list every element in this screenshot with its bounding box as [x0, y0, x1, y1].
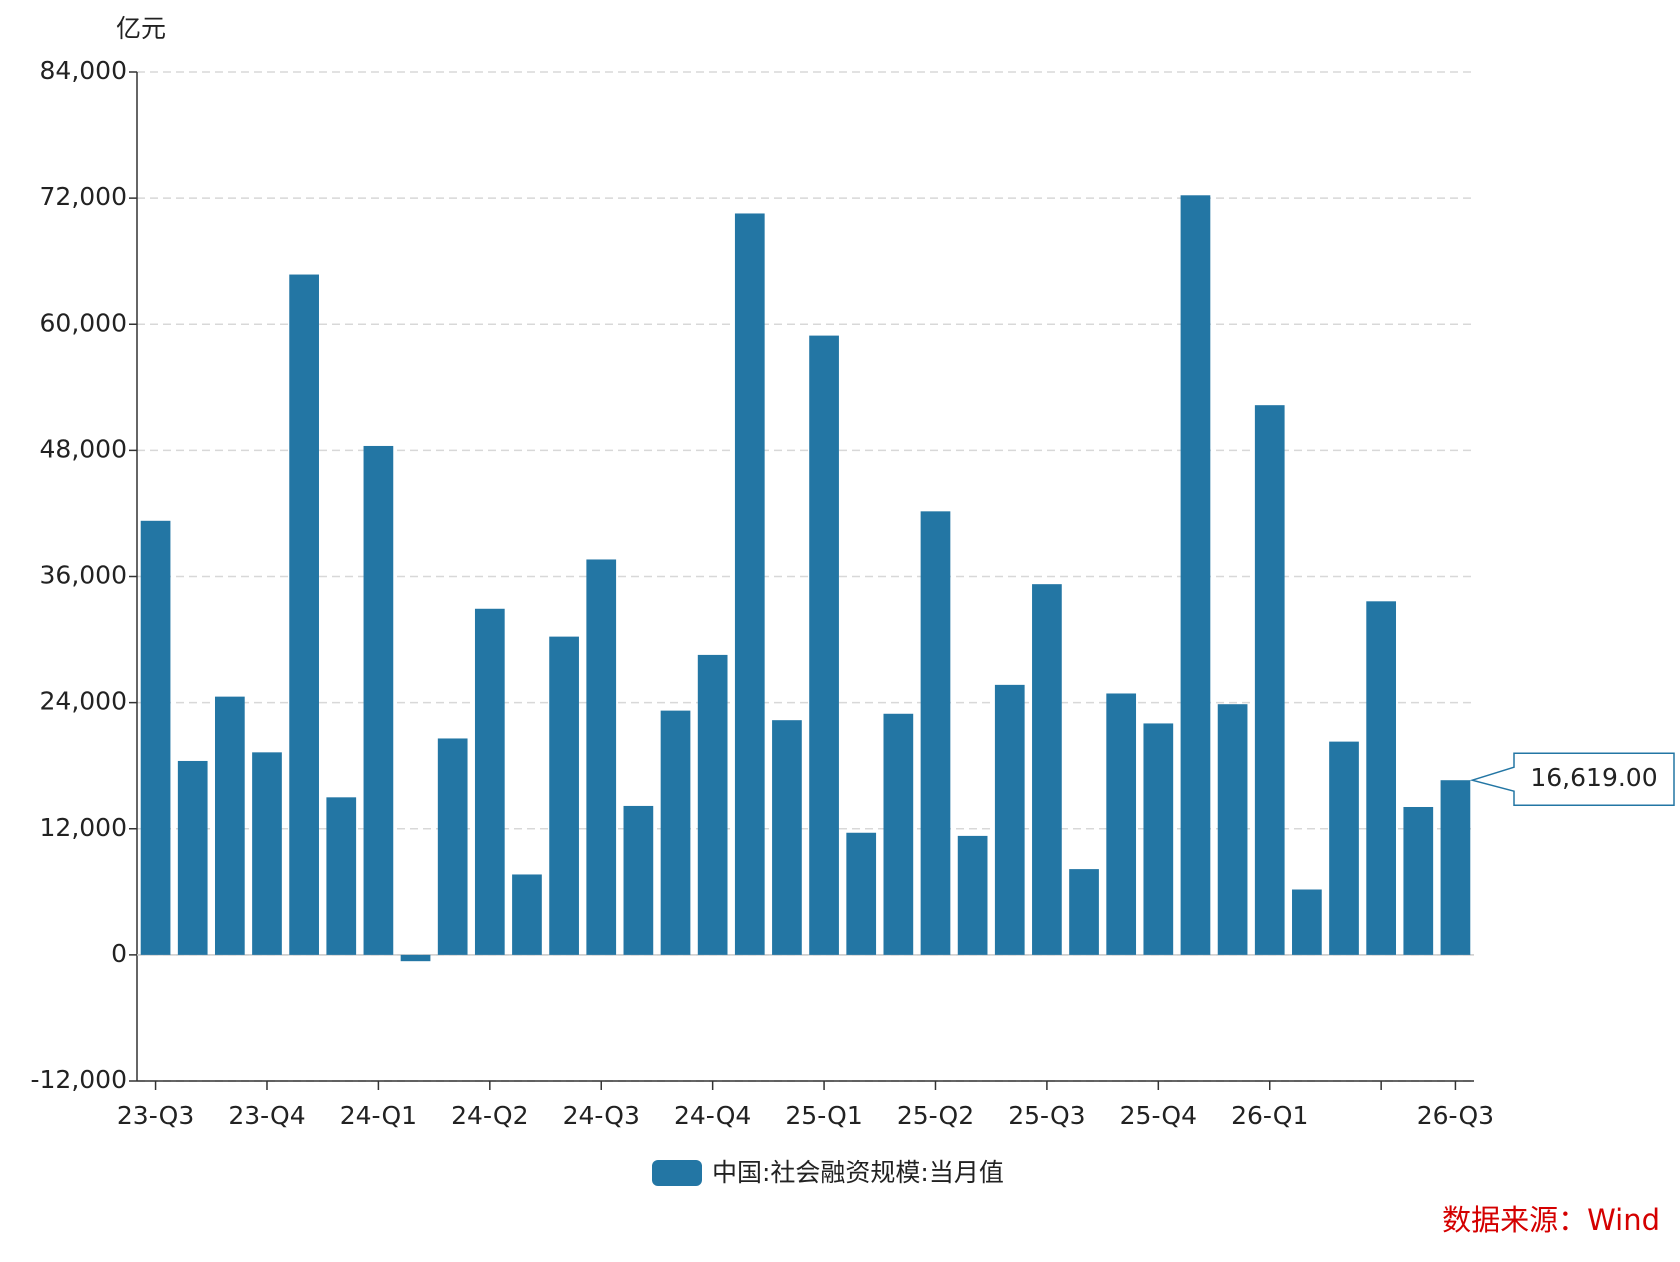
bar	[1292, 889, 1322, 955]
callout-box	[1469, 752, 1675, 806]
x-tick-label: 25-Q3	[1008, 1101, 1085, 1130]
bar	[1032, 584, 1062, 955]
bar	[1403, 806, 1434, 955]
bar	[1069, 869, 1099, 955]
bar	[920, 511, 951, 955]
bar	[214, 696, 245, 955]
y-tick-label: 72,000	[40, 182, 127, 211]
y-tick-label: 84,000	[40, 56, 127, 85]
y-tick-label: -12,000	[31, 1065, 128, 1094]
x-tick-label: 25-Q4	[1120, 1101, 1197, 1130]
bar	[957, 835, 988, 955]
bar	[363, 445, 394, 955]
bar	[846, 832, 877, 955]
bar	[1329, 741, 1359, 955]
bar	[289, 274, 319, 955]
x-tick-label: 26-Q1	[1231, 1101, 1308, 1130]
x-tick-label: 24-Q2	[451, 1101, 528, 1130]
bar	[437, 738, 468, 955]
bar	[586, 559, 617, 955]
legend-swatch	[652, 1160, 702, 1186]
bar	[1440, 780, 1471, 955]
y-tick-label: 0	[111, 939, 127, 968]
y-tick-label: 60,000	[40, 308, 127, 337]
bar	[809, 335, 839, 955]
bar	[326, 797, 357, 955]
bar	[623, 805, 654, 955]
bar	[697, 654, 728, 955]
bar	[1143, 723, 1174, 955]
x-tick-label: 26-Q3	[1417, 1101, 1494, 1130]
legend-label: 中国:社会融资规模:当月值	[712, 1158, 1004, 1187]
x-tick-label: 25-Q2	[897, 1101, 974, 1130]
bar	[660, 710, 691, 955]
bar	[512, 874, 542, 955]
bar	[883, 713, 914, 955]
y-tick-label: 24,000	[40, 687, 127, 716]
x-tick-label: 25-Q1	[785, 1101, 862, 1130]
y-tick-label: 36,000	[40, 561, 127, 590]
bar	[400, 954, 431, 962]
y-tick-label: 48,000	[40, 434, 127, 463]
x-tick-label: 24-Q4	[674, 1101, 751, 1130]
bar	[734, 213, 765, 955]
x-tick-label: 24-Q1	[340, 1101, 417, 1130]
bar	[1106, 693, 1137, 955]
bar	[1366, 601, 1397, 955]
y-tick-label: 12,000	[40, 813, 127, 842]
x-tick-label: 24-Q3	[563, 1101, 640, 1130]
bar	[177, 760, 208, 955]
bar	[474, 608, 505, 955]
bar	[1180, 195, 1211, 955]
x-tick-label: 23-Q3	[117, 1101, 194, 1130]
bar	[1217, 704, 1248, 955]
source: 数据来源：Wind	[1442, 1203, 1660, 1237]
value-label: 16,619.00	[1530, 763, 1657, 792]
bar	[772, 720, 802, 955]
y-unit: 亿元	[116, 14, 166, 43]
bar	[994, 684, 1025, 955]
bar	[140, 520, 171, 955]
x-tick-label: 23-Q4	[228, 1101, 305, 1130]
bar	[549, 636, 579, 955]
bar	[252, 752, 282, 955]
bar	[1254, 405, 1285, 955]
